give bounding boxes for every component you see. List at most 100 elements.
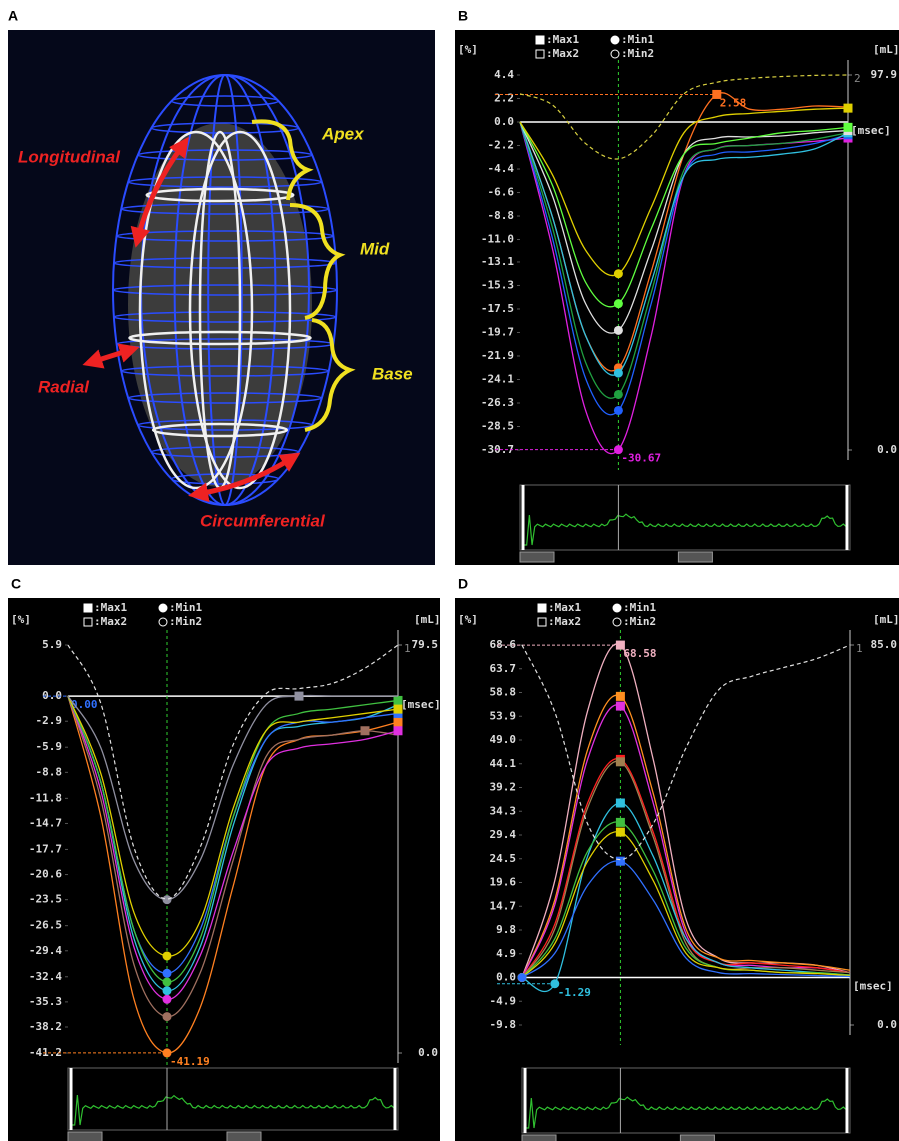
y-tick-label: -29.4 bbox=[29, 944, 62, 957]
annotation: Base bbox=[372, 364, 413, 383]
ecg-box bbox=[520, 485, 850, 550]
min-marker bbox=[163, 895, 172, 904]
max-marker bbox=[616, 799, 625, 808]
max-marker bbox=[295, 692, 304, 701]
ecg-button[interactable] bbox=[680, 1135, 714, 1141]
x-axis-label: [msec] bbox=[851, 124, 891, 137]
min-marker bbox=[614, 406, 623, 415]
min-marker bbox=[614, 269, 623, 278]
y2-tick-label: 79.5 bbox=[412, 638, 439, 651]
y-tick-label: 39.2 bbox=[490, 781, 517, 794]
y-tick-label: -26.3 bbox=[481, 396, 514, 409]
y-tick-label: 53.9 bbox=[490, 709, 517, 722]
ecg-box bbox=[68, 1068, 398, 1130]
max-marker bbox=[844, 123, 853, 132]
min-marker bbox=[163, 986, 172, 995]
min-marker bbox=[163, 969, 172, 978]
max-marker bbox=[394, 696, 403, 705]
panel-label: D bbox=[458, 576, 468, 592]
y-tick-label: -15.3 bbox=[481, 278, 514, 291]
annotation: Circumferential bbox=[200, 511, 326, 530]
y-tick-label: -32.4 bbox=[29, 970, 62, 983]
y-tick-label: -4.4 bbox=[488, 162, 515, 175]
y-tick-label: 58.8 bbox=[490, 686, 517, 699]
y-tick-label: -24.1 bbox=[481, 372, 514, 385]
y2-tick-label: 0.0 bbox=[877, 1018, 897, 1031]
min-marker bbox=[163, 995, 172, 1004]
value-label: -1.29 bbox=[558, 986, 591, 999]
legend-label: :Min2 bbox=[169, 615, 202, 628]
y-tick-label: -4.9 bbox=[490, 994, 517, 1007]
min-marker bbox=[518, 973, 527, 982]
y-tick-label: -11.8 bbox=[29, 791, 62, 804]
series-label: 1 bbox=[404, 642, 411, 655]
legend-label: :Min1 bbox=[623, 601, 656, 614]
annotation: Longitudinal bbox=[18, 147, 121, 166]
y-axis-label: [%] bbox=[458, 613, 478, 626]
annotation: Apex bbox=[321, 124, 365, 143]
max-marker bbox=[844, 104, 853, 113]
y-tick-label: 4.4 bbox=[494, 68, 514, 81]
ecg-button[interactable] bbox=[522, 1135, 556, 1141]
legend-label: :Min2 bbox=[623, 615, 656, 628]
min-marker bbox=[614, 299, 623, 308]
y2-axis-label: [mL] bbox=[414, 613, 441, 626]
series-label: 1 bbox=[856, 642, 863, 655]
y-tick-label: 34.3 bbox=[490, 804, 517, 817]
max-marker bbox=[616, 702, 625, 711]
max-marker bbox=[394, 726, 403, 735]
y-axis-label: [%] bbox=[458, 43, 478, 56]
min-marker bbox=[614, 369, 623, 378]
y-tick-label: 5.9 bbox=[42, 638, 62, 651]
legend-marker bbox=[611, 36, 619, 44]
legend-marker bbox=[536, 36, 544, 44]
y-tick-label: 68.6 bbox=[490, 638, 517, 651]
legend-label: :Max1 bbox=[94, 601, 127, 614]
value-label: -41.19 bbox=[170, 1055, 210, 1068]
max-marker bbox=[394, 705, 403, 714]
value-label: -30.67 bbox=[621, 452, 661, 465]
legend-label: :Min1 bbox=[169, 601, 202, 614]
min-marker bbox=[614, 326, 623, 335]
legend-marker bbox=[159, 604, 167, 612]
y2-tick-label: 0.0 bbox=[418, 1046, 438, 1059]
legend-label: :Max2 bbox=[548, 615, 581, 628]
y-tick-label: -19.7 bbox=[481, 325, 514, 338]
ecg-button[interactable] bbox=[678, 552, 712, 562]
ecg-button[interactable] bbox=[68, 1132, 102, 1141]
legend-label: :Max2 bbox=[94, 615, 127, 628]
legend-marker bbox=[613, 604, 621, 612]
annotation: Mid bbox=[360, 239, 390, 258]
y2-axis-label: [mL] bbox=[873, 613, 899, 626]
y-tick-label: -14.7 bbox=[29, 816, 62, 829]
y-tick-label: -28.5 bbox=[481, 419, 514, 432]
y2-tick-label: 85.0 bbox=[871, 638, 898, 651]
legend-marker bbox=[84, 604, 92, 612]
x-axis-label: [msec] bbox=[401, 698, 441, 711]
value-label: 68.58 bbox=[623, 647, 656, 660]
y-tick-label: -8.8 bbox=[488, 209, 515, 222]
y-tick-label: 44.1 bbox=[490, 757, 517, 770]
max-marker bbox=[394, 718, 403, 727]
y-tick-label: 0.0 bbox=[494, 115, 514, 128]
y-tick-label: -2.2 bbox=[488, 139, 515, 152]
min-marker bbox=[163, 977, 172, 986]
y-tick-label: -11.0 bbox=[481, 233, 514, 246]
chart-background bbox=[455, 598, 899, 1141]
series-label: 2 bbox=[854, 72, 861, 85]
annotation: Radial bbox=[38, 377, 90, 396]
ecg-button[interactable] bbox=[227, 1132, 261, 1141]
legend-label: :Max2 bbox=[546, 47, 579, 60]
y-tick-label: 14.7 bbox=[490, 899, 517, 912]
y-tick-label: 24.5 bbox=[490, 852, 517, 865]
ecg-button[interactable] bbox=[520, 552, 554, 562]
y-tick-label: 49.0 bbox=[490, 733, 517, 746]
min-marker bbox=[163, 951, 172, 960]
panel-label: A bbox=[8, 8, 18, 24]
legend-label: :Min2 bbox=[621, 47, 654, 60]
x-axis-label: [msec] bbox=[853, 980, 893, 993]
max-marker bbox=[616, 818, 625, 827]
max-marker bbox=[616, 757, 625, 766]
max-marker bbox=[361, 726, 370, 735]
y-tick-label: -35.3 bbox=[29, 995, 62, 1008]
